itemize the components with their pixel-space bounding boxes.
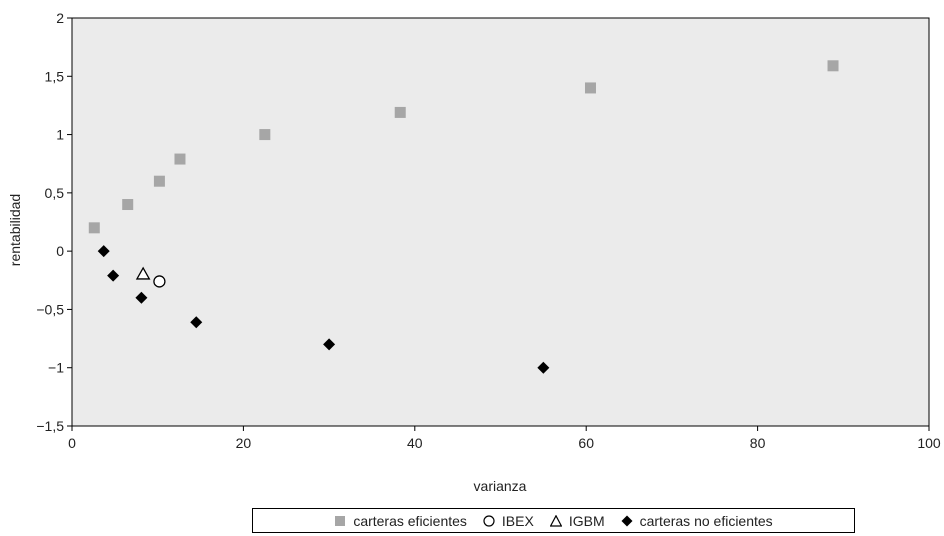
data-point-carteras-eficientes	[174, 153, 186, 165]
y-tick-label: 1,5	[45, 68, 65, 84]
data-point-carteras-no-eficientes	[190, 316, 203, 329]
data-point-carteras-eficientes	[88, 222, 100, 234]
data-point-carteras-no-eficientes	[323, 338, 336, 351]
y-tick-label: −0,5	[36, 301, 64, 317]
legend-label: IGBM	[568, 512, 605, 529]
y-tick-label: −1	[48, 360, 64, 376]
x-tick-label: 20	[236, 435, 252, 451]
gray-square-icon	[335, 515, 346, 526]
legend-item-igbm: IGBM	[549, 512, 605, 529]
y-tick-label: 1	[56, 127, 64, 143]
legend-label: carteras eficientes	[353, 512, 467, 529]
open-triangle-icon	[549, 514, 562, 527]
plot-area	[71, 17, 930, 427]
black-diamond-icon	[621, 515, 633, 526]
y-tick-label: 0	[56, 243, 64, 259]
data-point-carteras-eficientes	[153, 175, 165, 187]
y-axis-title: rentabilidad	[7, 194, 23, 266]
data-point-carteras-no-eficientes	[537, 361, 550, 374]
data-point-carteras-no-eficientes	[97, 245, 110, 258]
data-point-carteras-eficientes	[259, 129, 271, 141]
y-tick-label: 0,5	[45, 185, 65, 201]
y-tick-label: 2	[56, 10, 64, 26]
legend-label: IBEX	[501, 512, 534, 529]
x-tick-label: 0	[68, 435, 76, 451]
open-circle-icon	[483, 514, 495, 527]
data-point-carteras-eficientes	[122, 199, 134, 211]
data-point-carteras-eficientes	[584, 82, 596, 94]
data-point-carteras-no-eficientes	[135, 291, 148, 304]
legend: carteras eficientes IBEX IGBM carteras n…	[252, 508, 855, 533]
x-tick-label: 60	[578, 435, 594, 451]
x-tick-label: 40	[407, 435, 423, 451]
legend-item-ibex: IBEX	[483, 513, 534, 529]
data-point-carteras-no-eficientes	[107, 269, 120, 282]
legend-item-carteras-eficientes: carteras eficientes	[334, 513, 467, 529]
data-point-ibex	[153, 275, 166, 288]
data-point-carteras-eficientes	[827, 60, 839, 72]
data-point-igbm	[135, 266, 151, 280]
x-tick-label: 100	[917, 435, 941, 451]
y-tick-label: −1,5	[36, 418, 64, 434]
data-point-carteras-eficientes	[394, 106, 406, 118]
legend-item-carteras-no-eficientes: carteras no eficientes	[621, 513, 773, 529]
legend-label: carteras no eficientes	[639, 512, 773, 529]
x-tick-label: 80	[750, 435, 766, 451]
x-axis-title: varianza	[474, 478, 527, 494]
